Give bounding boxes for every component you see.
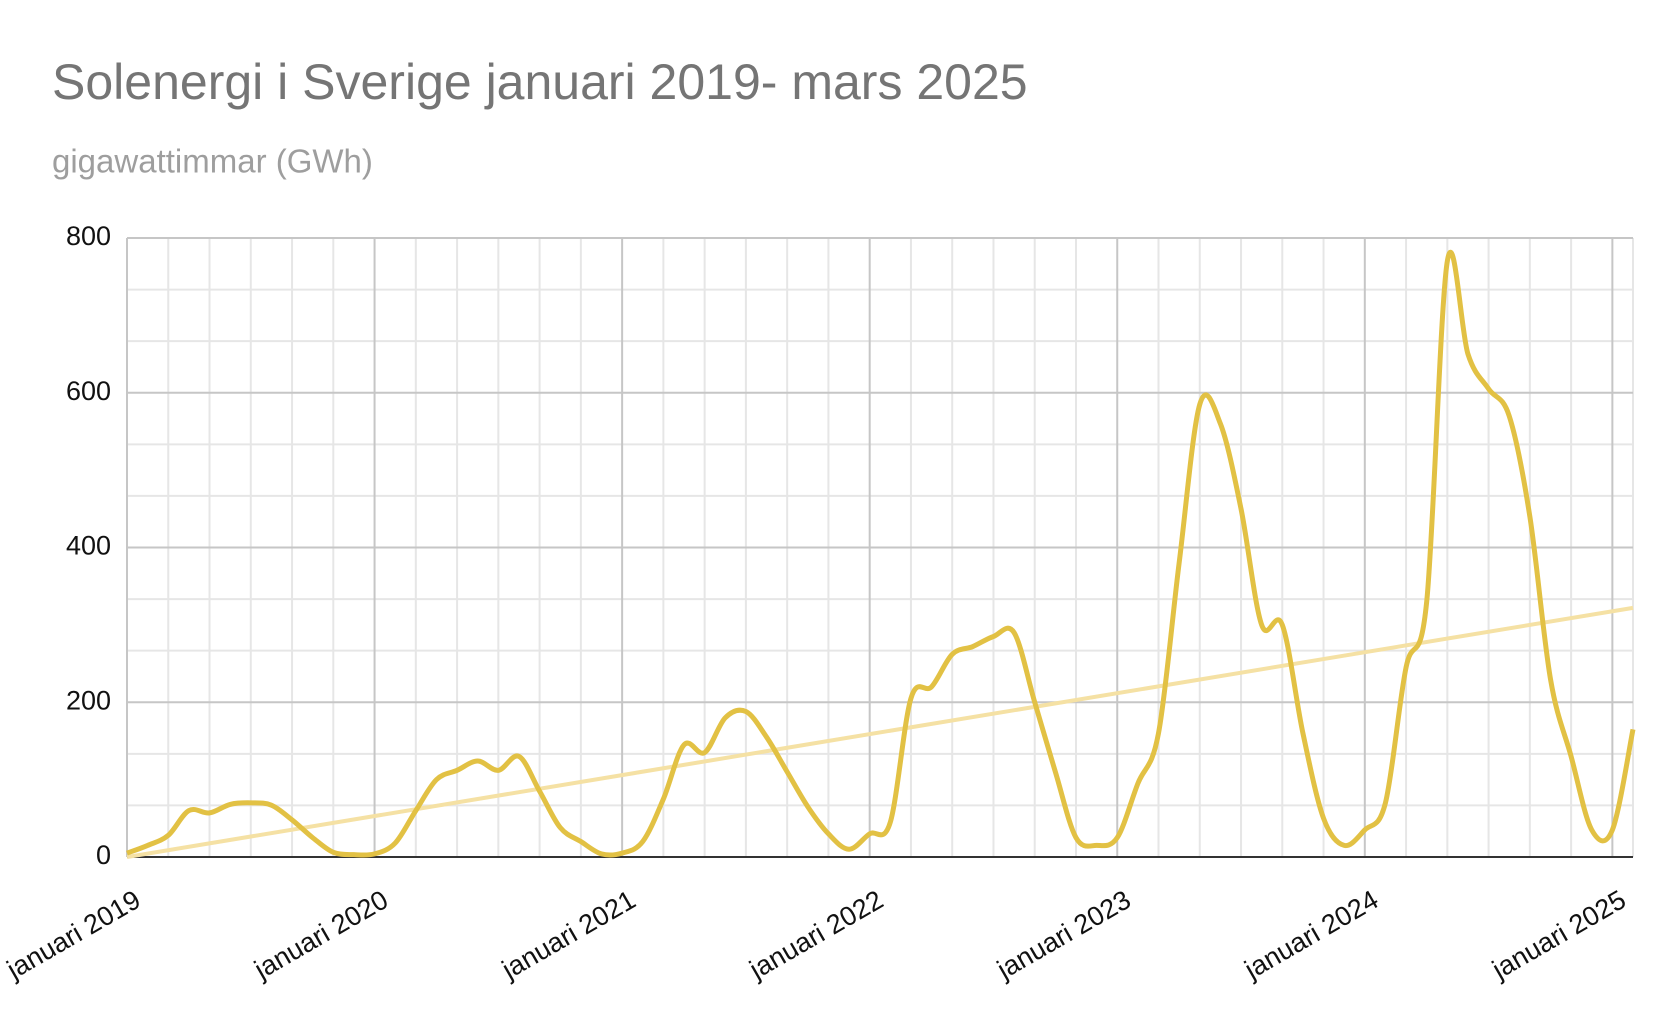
- trendline: [126, 605, 1634, 859]
- y-tick-label: 200: [66, 685, 111, 715]
- x-tick-label: januari 2019: [1, 884, 146, 985]
- chart-title: Solenergi i Sverige januari 2019- mars 2…: [52, 54, 1028, 110]
- x-tick-label: januari 2024: [1239, 884, 1384, 985]
- y-tick-label: 800: [66, 221, 111, 251]
- data-line: [126, 249, 1636, 858]
- y-tick-label: 400: [66, 531, 111, 561]
- y-tick-label: 600: [66, 376, 111, 406]
- x-tick-label: januari 2021: [496, 884, 641, 985]
- x-tick-label: januari 2025: [1486, 884, 1631, 985]
- y-tick-label: 0: [96, 840, 111, 870]
- x-tick-label: januari 2023: [991, 884, 1136, 985]
- chart-subtitle: gigawattimmar (GWh): [52, 143, 373, 180]
- x-tick-label: januari 2022: [744, 884, 889, 985]
- x-tick-label: januari 2020: [249, 884, 394, 985]
